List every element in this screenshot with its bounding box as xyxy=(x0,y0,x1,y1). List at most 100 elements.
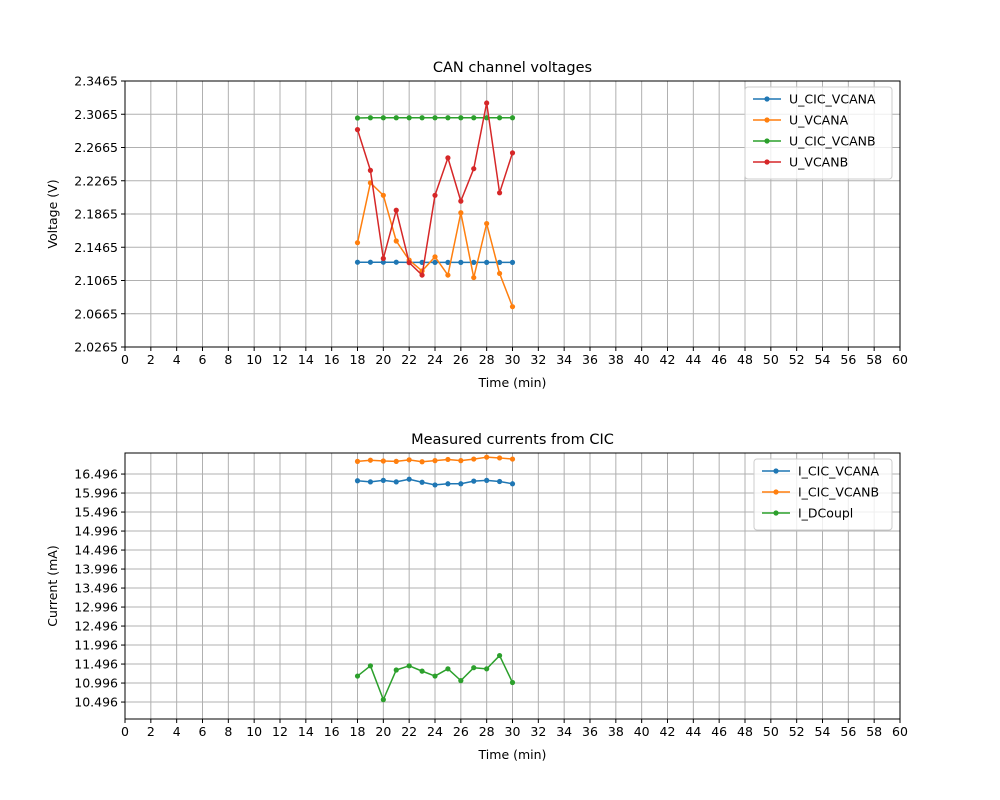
data-point xyxy=(458,458,464,464)
legend-swatch-marker xyxy=(764,159,770,165)
y-axis-label: Current (mA) xyxy=(45,545,60,626)
x-axis-label: Time (min) xyxy=(478,375,547,390)
data-point xyxy=(496,478,503,485)
x-tick-label: 24 xyxy=(427,724,443,739)
data-point xyxy=(419,668,425,674)
x-tick-label: 18 xyxy=(350,724,366,739)
data-point xyxy=(484,454,490,460)
data-point xyxy=(471,665,477,671)
x-tick-label: 18 xyxy=(350,352,366,367)
x-tick-label: 20 xyxy=(375,352,391,367)
data-point xyxy=(367,479,374,485)
x-tick-label: 2 xyxy=(147,724,155,739)
legend: I_CIC_VCANA I_CIC_VCANB I_DCoupl xyxy=(753,458,893,531)
data-point xyxy=(509,304,516,310)
x-tick-label: 26 xyxy=(453,724,469,739)
data-point xyxy=(393,238,399,244)
data-point xyxy=(484,259,490,265)
x-tick-label: 0 xyxy=(121,352,129,367)
y-tick-label: 15.996 xyxy=(74,486,118,501)
x-tick-label: 26 xyxy=(453,352,469,367)
data-point xyxy=(367,663,374,669)
y-tick-label: 13.996 xyxy=(74,562,118,577)
data-point xyxy=(445,115,451,121)
data-point xyxy=(393,479,399,485)
data-point xyxy=(509,679,516,686)
data-point xyxy=(367,457,374,463)
data-point xyxy=(471,166,477,172)
chart-title: Measured currents from CIC xyxy=(411,432,614,448)
data-point xyxy=(432,259,438,265)
x-tick-label: 20 xyxy=(375,724,391,739)
legend-item: U_CIC_VCANB xyxy=(753,134,876,149)
legend-box xyxy=(744,86,893,180)
series-U_VCANB xyxy=(354,100,516,278)
legend-swatch-marker xyxy=(773,489,779,495)
data-point xyxy=(471,274,477,281)
data-point xyxy=(496,270,503,277)
data-point xyxy=(380,259,386,265)
data-point xyxy=(354,458,361,464)
x-tick-label: 30 xyxy=(505,352,521,367)
data-point xyxy=(509,259,516,265)
y-tick-label: 10.996 xyxy=(74,676,118,691)
x-tick-label: 32 xyxy=(530,724,546,739)
data-point xyxy=(393,458,399,464)
x-tick-label: 24 xyxy=(427,352,443,367)
data-point xyxy=(432,254,438,260)
y-tick-label: 11.496 xyxy=(74,657,118,672)
x-tick-label: 48 xyxy=(737,352,753,367)
x-tick-label: 56 xyxy=(840,724,856,739)
data-point xyxy=(496,190,503,196)
x-tick-label: 8 xyxy=(224,724,232,739)
x-tick-label: 46 xyxy=(711,352,727,367)
x-tick-label: 14 xyxy=(298,724,314,739)
x-tick-label: 34 xyxy=(556,724,572,739)
x-tick-label: 36 xyxy=(582,352,598,367)
data-point xyxy=(367,259,374,265)
legend-item: I_DCoupl xyxy=(762,506,853,521)
legend-label: U_CIC_VCANA xyxy=(789,92,876,107)
data-point xyxy=(458,198,464,204)
x-tick-label: 60 xyxy=(892,724,908,739)
data-point xyxy=(354,259,361,265)
data-point xyxy=(484,100,490,106)
data-point xyxy=(496,652,503,659)
data-point xyxy=(419,115,425,121)
data-point xyxy=(393,207,399,213)
data-point xyxy=(484,477,490,483)
x-tick-label: 22 xyxy=(401,352,417,367)
legend-item: U_VCANB xyxy=(753,155,848,170)
data-point xyxy=(496,259,503,265)
data-point xyxy=(432,482,438,488)
data-point xyxy=(496,115,503,121)
data-point xyxy=(484,220,490,227)
x-tick-label: 50 xyxy=(763,352,779,367)
y-tick-label: 2.0265 xyxy=(74,340,118,355)
data-point xyxy=(458,210,464,216)
y-tick-label: 12.496 xyxy=(74,619,118,634)
data-point xyxy=(354,240,361,246)
data-point xyxy=(367,167,374,173)
data-point xyxy=(419,272,425,278)
data-point xyxy=(432,673,438,679)
x-tick-label: 14 xyxy=(298,352,314,367)
legend-item: U_CIC_VCANA xyxy=(753,92,876,107)
legend-swatch-marker xyxy=(764,117,770,123)
x-tick-label: 40 xyxy=(634,352,650,367)
chart-title: CAN channel voltages xyxy=(433,60,592,76)
y-tick-label: 16.496 xyxy=(74,467,118,482)
legend-label: I_CIC_VCANB xyxy=(798,485,879,500)
y-tick-label: 14.496 xyxy=(74,543,118,558)
data-point xyxy=(445,666,451,672)
data-point xyxy=(380,115,386,121)
x-tick-label: 28 xyxy=(479,724,495,739)
data-point xyxy=(380,477,386,483)
data-point xyxy=(445,259,451,265)
x-tick-label: 12 xyxy=(272,352,288,367)
x-tick-label: 6 xyxy=(199,724,207,739)
x-tick-label: 4 xyxy=(173,724,181,739)
x-tick-label: 42 xyxy=(660,352,676,367)
x-tick-label: 58 xyxy=(866,352,882,367)
x-tick-label: 54 xyxy=(815,724,831,739)
